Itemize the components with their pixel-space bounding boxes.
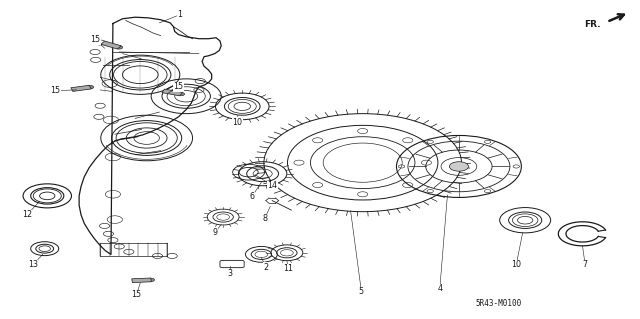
Text: 1: 1 [177, 10, 182, 19]
Text: FR.: FR. [584, 20, 600, 29]
Polygon shape [71, 85, 92, 92]
Text: 13: 13 [28, 260, 38, 269]
Circle shape [449, 162, 468, 171]
Text: 5: 5 [359, 287, 364, 296]
Text: 15: 15 [173, 82, 184, 91]
Text: 8: 8 [262, 214, 267, 223]
Text: 6: 6 [250, 192, 254, 201]
Text: 12: 12 [22, 210, 32, 219]
Text: 10: 10 [511, 260, 521, 269]
Circle shape [87, 85, 93, 89]
Text: 15: 15 [51, 86, 61, 95]
Circle shape [178, 93, 184, 96]
Text: 5R43-M0100: 5R43-M0100 [476, 299, 522, 308]
Circle shape [116, 46, 123, 49]
Text: 2: 2 [263, 263, 268, 271]
Text: 3: 3 [227, 270, 232, 278]
Text: 15: 15 [91, 35, 100, 44]
Text: 14: 14 [268, 181, 277, 190]
Text: 10: 10 [232, 118, 242, 127]
Text: 9: 9 [212, 228, 218, 237]
Text: 11: 11 [283, 264, 293, 273]
Text: 4: 4 [437, 284, 442, 293]
Circle shape [148, 278, 154, 282]
Polygon shape [101, 41, 121, 49]
Text: 15: 15 [131, 290, 141, 299]
Text: 7: 7 [582, 260, 588, 269]
Polygon shape [132, 278, 152, 283]
Polygon shape [162, 89, 182, 96]
